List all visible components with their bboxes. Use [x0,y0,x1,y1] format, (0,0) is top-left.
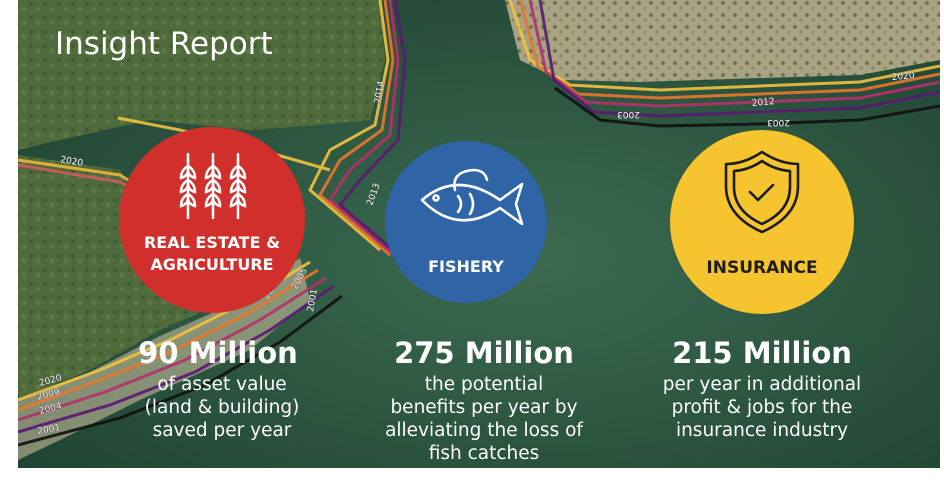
description: of asset value [157,374,286,395]
headline: 275 Million [394,336,574,370]
map-year-label: 2012 [751,97,775,109]
description: the potential [425,374,544,395]
circle-label: AGRICULTURE [150,255,273,274]
circle-label: REAL ESTATE & [144,233,280,252]
description: insurance industry [676,420,848,441]
circle [670,130,854,314]
description: saved per year [153,420,292,441]
description: benefits per year by [390,397,577,418]
description: alleviating the loss of [385,420,583,441]
map-year-label: 2020 [891,71,915,83]
page: {"title": "Insight Report", "items": [ {… [0,0,944,484]
description: profit & jobs for the [672,397,853,418]
description: per year in additional [663,374,861,395]
title: Insight Report [55,26,273,62]
infographic: 2020200920042001200920052001201320142020… [0,0,944,484]
description: (land & building) [145,397,300,418]
headline: 215 Million [672,336,852,370]
description: fish catches [429,443,540,464]
map-year-label: 2003 [617,109,640,119]
circle-label: INSURANCE [706,258,817,278]
circle-label: FISHERY [428,257,504,276]
map-year-label: 2003 [767,117,790,127]
headline: 90 Million [138,336,298,370]
